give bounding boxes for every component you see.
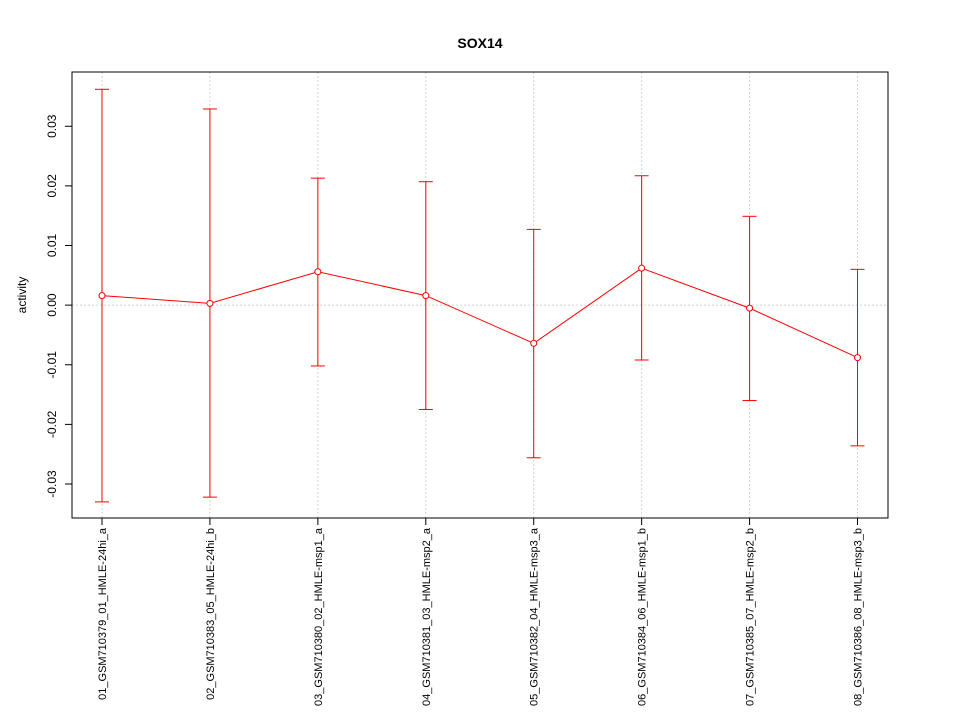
chart-title: SOX14 bbox=[457, 35, 502, 51]
data-point bbox=[206, 299, 214, 307]
data-point bbox=[854, 354, 861, 362]
grid bbox=[101, 72, 858, 518]
x-tick-label: 04_GSM710381_03_HMLE-msp2_a bbox=[421, 527, 433, 706]
data-point bbox=[638, 264, 646, 272]
data-point bbox=[98, 292, 106, 300]
series-line-group bbox=[101, 267, 858, 359]
y-tick-label: -0.01 bbox=[45, 351, 59, 379]
data-point bbox=[422, 292, 430, 300]
x-tick-label: 08_GSM710386_08_HMLE-msp3_b bbox=[853, 528, 865, 706]
x-axis: 01_GSM710379_01_HMLE-24hi_a 02_GSM710383_… bbox=[97, 518, 865, 706]
data-point bbox=[314, 268, 322, 276]
x-tick-label: 06_GSM710384_06_HMLE-msp1_b bbox=[637, 528, 649, 706]
y-tick-label: -0.03 bbox=[45, 470, 59, 498]
y-axis-label: activity bbox=[15, 277, 29, 314]
x-tick-label: 07_GSM710385_07_HMLE-msp2_b bbox=[745, 528, 757, 706]
x-tick-label: 05_GSM710382_04_HMLE-msp3_a bbox=[529, 527, 541, 706]
y-tick-label: 0.01 bbox=[45, 234, 59, 258]
y-tick-label: 0.03 bbox=[45, 114, 59, 138]
y-axis: -0.03 -0.02 -0.01 0.00 0.01 0.02 0.03 bbox=[45, 114, 72, 498]
y-tick-label: -0.02 bbox=[45, 410, 59, 438]
x-tick-label: 01_GSM710379_01_HMLE-24hi_a bbox=[97, 527, 109, 700]
data-points bbox=[98, 264, 861, 362]
plot-frame bbox=[71, 71, 889, 519]
y-tick-label: 0.02 bbox=[45, 174, 59, 198]
series-line bbox=[101, 267, 858, 359]
data-point bbox=[530, 339, 538, 347]
x-tick-label: 03_GSM710380_02_HMLE-msp1_a bbox=[313, 527, 325, 706]
data-point bbox=[746, 304, 754, 312]
x-tick-label: 02_GSM710383_05_HMLE-24hi_b bbox=[205, 528, 217, 700]
y-tick-label: 0.00 bbox=[45, 293, 59, 317]
